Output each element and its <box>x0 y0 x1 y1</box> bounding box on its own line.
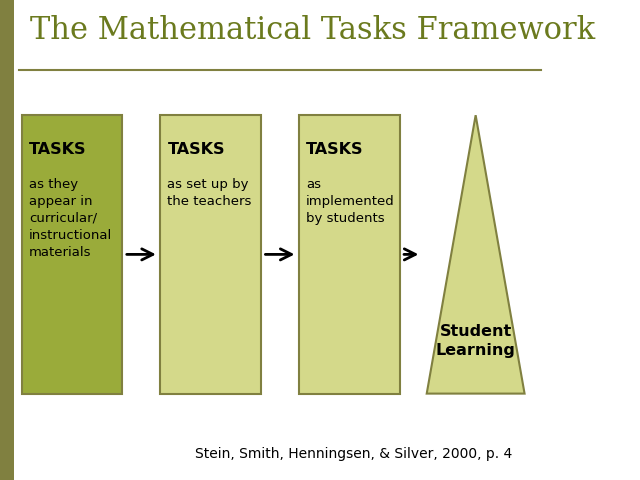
Bar <box>0 0 13 480</box>
Text: as they
appear in
curricular/
instructional
materials: as they appear in curricular/ instructio… <box>29 178 112 259</box>
Text: TASKS: TASKS <box>306 142 364 156</box>
Text: as
implemented
by students: as implemented by students <box>306 178 395 225</box>
Text: as set up by
the teachers: as set up by the teachers <box>168 178 252 208</box>
Bar <box>161 115 261 394</box>
Text: TASKS: TASKS <box>168 142 225 156</box>
Bar <box>22 115 122 394</box>
Text: The Mathematical Tasks Framework: The Mathematical Tasks Framework <box>30 14 595 46</box>
Text: TASKS: TASKS <box>29 142 86 156</box>
Text: Stein, Smith, Henningsen, & Silver, 2000, p. 4: Stein, Smith, Henningsen, & Silver, 2000… <box>195 447 512 461</box>
Bar <box>299 115 399 394</box>
Polygon shape <box>427 115 525 394</box>
Text: Student
Learning: Student Learning <box>436 324 516 358</box>
